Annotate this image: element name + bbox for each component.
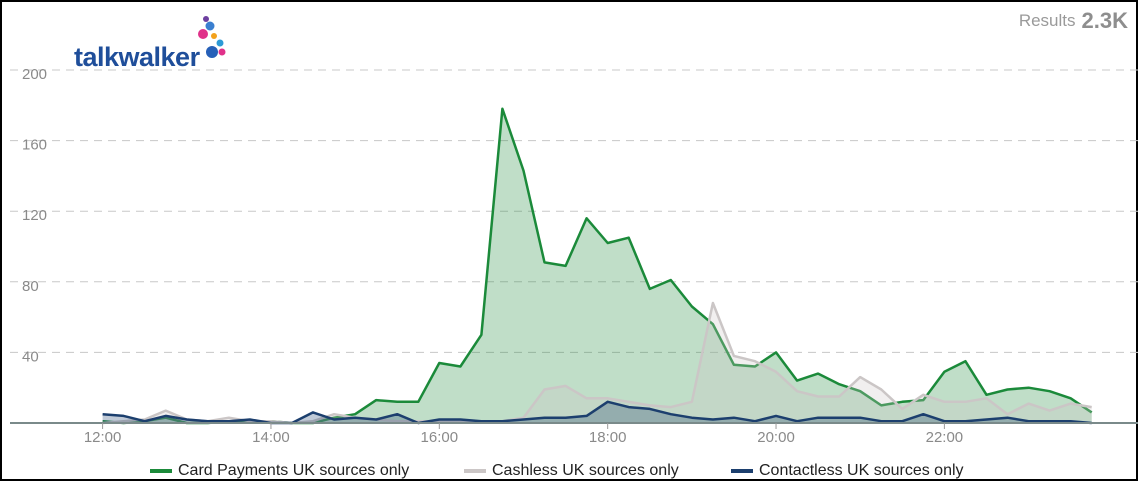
y-tick-label: 200: [22, 66, 47, 83]
logo-dot: [206, 46, 218, 58]
results: Results 2.3K: [1019, 8, 1128, 33]
x-tick-label: 18:00: [589, 429, 627, 446]
x-tick-label: 16:00: [421, 429, 459, 446]
results-label: Results: [1019, 11, 1076, 30]
area-fill: [102, 108, 1092, 424]
logo-dot: [218, 48, 226, 56]
x-tick-label: 20:00: [757, 429, 795, 446]
y-tick-label: 120: [22, 207, 47, 224]
logo-dot: [205, 21, 215, 31]
legend-swatch: [464, 469, 486, 473]
logo-dot: [203, 16, 209, 22]
legend-label: Contactless UK sources only: [759, 462, 964, 479]
legend-swatch: [731, 469, 753, 473]
results-value: 2.3K: [1082, 8, 1129, 33]
legend-label: Cashless UK sources only: [492, 462, 679, 479]
x-tick-label: 14:00: [252, 429, 290, 446]
legend-swatch: [150, 469, 172, 473]
legend-label: Card Payments UK sources only: [178, 462, 409, 479]
x-tick-label: 12:00: [84, 429, 122, 446]
y-tick-label: 80: [22, 278, 39, 295]
logo-dot: [211, 33, 217, 39]
logo: talkwalker: [74, 16, 226, 72]
y-tick-label: 40: [22, 348, 39, 365]
x-tick-label: 22:00: [926, 429, 964, 446]
y-tick-label: 160: [22, 137, 47, 154]
logo-dot: [198, 29, 208, 39]
logo-dot: [216, 39, 224, 47]
brand: talkwalker: [74, 42, 201, 72]
